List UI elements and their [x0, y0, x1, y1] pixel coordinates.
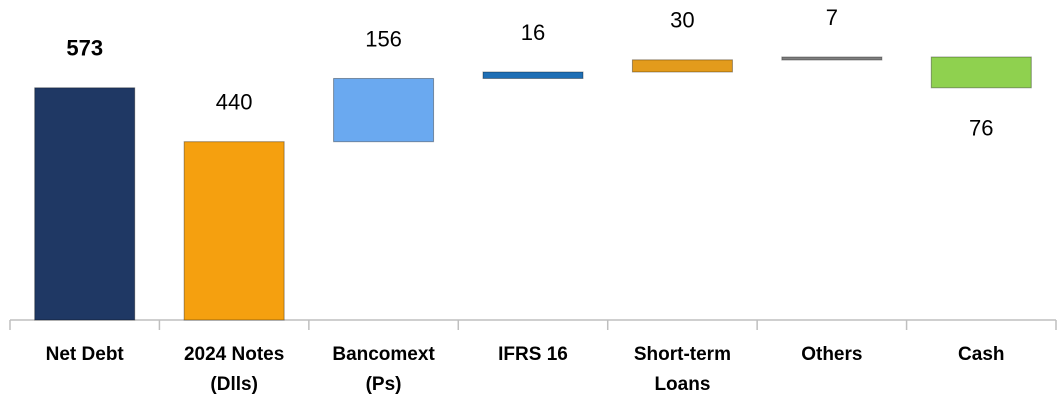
x-tick-label: Short-term Loans — [633, 344, 731, 395]
bar — [34, 87, 136, 321]
x-tick-label: 2024 Notes (Dlls) — [183, 344, 285, 395]
bar — [781, 56, 883, 61]
bar — [631, 59, 733, 73]
x-tick-label: IFRS 16 — [498, 344, 568, 365]
x-tick-label: Cash — [958, 344, 1005, 365]
x-tick-label: Others — [801, 344, 863, 365]
data-label: 7 — [826, 5, 838, 30]
data-label: 76 — [969, 116, 993, 141]
bar — [183, 141, 285, 321]
data-label: 573 — [66, 36, 103, 61]
bar — [482, 71, 584, 79]
bar — [333, 77, 435, 143]
x-tick-label: Bancomext (Ps) — [332, 344, 435, 395]
data-label: 440 — [216, 90, 253, 115]
data-label: 16 — [521, 20, 545, 45]
data-label: 30 — [670, 8, 694, 33]
data-label: 156 — [365, 26, 402, 51]
bar — [930, 56, 1032, 89]
x-tick-label: Net Debt — [45, 344, 124, 365]
